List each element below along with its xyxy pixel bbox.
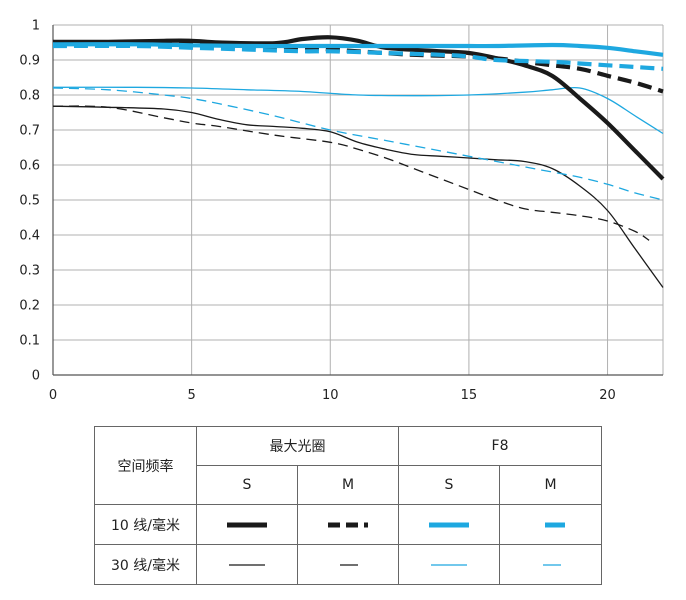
sample-black-thin-dashed: [340, 563, 358, 566]
legend-sample: [398, 504, 500, 545]
legend-sample: [297, 544, 399, 585]
y-tick-label: 0.3: [19, 264, 40, 279]
legend-sample: [297, 504, 399, 545]
legend-orientation-s: S: [398, 465, 500, 505]
legend-row-30: 30 线/毫米: [94, 544, 197, 585]
series-layer: [52, 35, 665, 288]
y-tick-label: 0.5: [19, 194, 40, 209]
x-tick-label: 20: [599, 388, 616, 403]
legend-group-f8: F8: [398, 426, 602, 466]
legend-row-header: 空间频率: [94, 426, 197, 505]
x-tick-label: 0: [49, 388, 57, 403]
x-tick-label: 15: [461, 388, 478, 403]
y-tick-label: 0.9: [19, 54, 40, 69]
y-tick-label: 0.1: [19, 334, 40, 349]
legend-sample: [196, 544, 298, 585]
x-tick-label: 10: [322, 388, 339, 403]
legend-sample: [398, 544, 500, 585]
sample-black-thin-solid: [229, 563, 265, 566]
y-tick-label: 0.8: [19, 89, 40, 104]
y-tick-label: 0.7: [19, 124, 40, 139]
sample-black-thick-solid: [227, 522, 267, 527]
y-tick-label: 1: [32, 19, 40, 34]
y-tick-label: 0.4: [19, 229, 40, 244]
legend-group-max-aperture: 最大光圈: [196, 426, 399, 466]
tick-labels: 00.10.20.30.40.50.60.70.80.910 5 10 15 20: [19, 19, 616, 404]
legend-orientation-s: S: [196, 465, 298, 505]
sample-blue-thin-dashed: [542, 563, 561, 566]
legend-orientation-m: M: [297, 465, 399, 505]
legend-table: 空间频率 最大光圈 F8 S M S M 10 线/毫米 30 线/毫米: [94, 426, 602, 585]
sample-blue-thick-solid: [429, 522, 469, 527]
chart-grid: [52, 24, 664, 376]
sample-black-thick-dashed: [328, 522, 368, 527]
series-line-blue-thin-dashed: [52, 87, 664, 201]
series-line-black-thin-solid: [52, 105, 664, 288]
legend-sample: [499, 504, 602, 545]
y-tick-label: 0: [32, 369, 40, 384]
legend-sample: [499, 544, 602, 585]
sample-blue-thick-dashed: [544, 522, 565, 527]
sample-blue-thin-solid: [431, 563, 467, 566]
series-line-blue-thick-dashed: [52, 43, 664, 71]
series-line-blue-thin-solid: [52, 86, 664, 135]
y-tick-label: 0.6: [19, 159, 40, 174]
legend-row-10: 10 线/毫米: [94, 504, 197, 545]
y-tick-label: 0.2: [19, 299, 40, 314]
mtf-chart: 00.10.20.30.40.50.60.70.80.910 5 10 15 20: [19, 19, 665, 404]
series-line-blue-thick-solid: [52, 42, 664, 57]
x-tick-label: 5: [187, 388, 195, 403]
legend-orientation-m: M: [499, 465, 602, 505]
legend-sample: [196, 504, 298, 545]
